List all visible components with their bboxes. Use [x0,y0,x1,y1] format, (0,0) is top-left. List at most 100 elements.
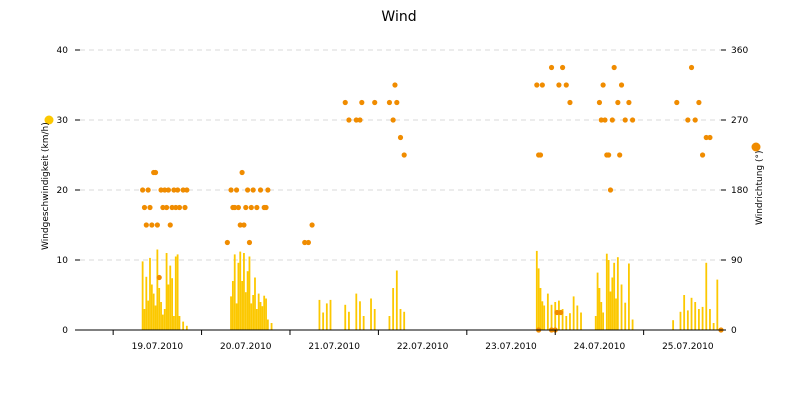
speed-bar [683,295,686,330]
direction-point [567,99,573,106]
direction-point [699,152,706,158]
speed-bar [266,319,269,330]
speed-bar [149,257,151,330]
speed-bar [686,310,689,330]
speed-bar [325,303,328,330]
x-tick-label: 19.07.2010 [132,342,184,352]
direction-point [390,117,396,123]
direction-point [152,169,159,176]
direction-point [386,99,393,106]
speed-bar [541,301,544,330]
direction-point [182,204,188,211]
direction-point [248,204,254,211]
speed-bar [171,278,173,330]
direction-point [626,99,632,106]
speed-bar [160,302,162,330]
direction-point [309,222,315,228]
direction-point [232,204,238,211]
speed-bar [580,312,582,330]
direction-point [629,117,636,123]
speed-bar [265,298,267,330]
direction-point [394,99,400,106]
speed-bar [537,268,540,330]
direction-point [140,187,146,193]
y-left-axis-label: Windgeschwindigkeit (km/h) [41,122,51,250]
direction-point [245,187,251,193]
direction-point [611,64,617,71]
direction-point [237,222,243,228]
speed-bar [598,288,601,330]
speed-bar [163,309,166,330]
direction-point [534,82,540,88]
speed-bar [565,316,568,330]
speed-bar [322,312,325,330]
direction-point [235,204,242,211]
speed-bar [546,293,549,330]
direction-point [145,187,151,193]
speed-bar [600,302,603,330]
speed-bar [607,260,610,330]
speed-bar [252,295,255,330]
speed-bar [261,306,264,330]
speed-bar [158,288,161,330]
direction-point [548,64,555,71]
direction-point [243,204,249,211]
speed-bar [569,313,571,330]
direction-point [607,187,614,193]
speed-bar [615,298,617,330]
direction-point [559,64,566,71]
speed-bar [388,316,391,330]
speed-bar [318,299,321,330]
speed-bar [631,319,634,330]
speed-bars [141,249,719,330]
speed-bar [594,316,597,330]
speed-bar [716,279,719,330]
direction-point [156,274,162,281]
direction-point [696,99,702,106]
direction-point [184,187,190,193]
direction-point [141,204,148,211]
speed-bar [572,296,575,330]
speed-bar [248,256,251,330]
speed-bar [259,302,262,330]
direction-point [143,222,149,228]
speed-bar [539,288,542,330]
y-left-tick-label: 10 [57,256,69,266]
speed-bar [355,293,358,330]
direction-point [346,117,352,123]
direction-point [617,152,623,158]
speed-bar [176,254,179,330]
speed-bar [239,251,242,330]
speed-bar [596,272,599,330]
speed-bar [250,303,253,330]
y-right-ticks: 0 90 180 270 360 [721,46,748,336]
speed-bar [576,305,579,330]
direction-point [618,82,625,88]
y-right-tick-label: 180 [731,186,748,196]
direction-point [305,239,312,246]
direction-point [149,222,155,228]
speed-bar [535,250,538,330]
direction-point [703,134,709,141]
speed-bar [254,277,256,330]
speed-bar [611,277,614,330]
speed-bar [246,271,249,330]
speed-bar [241,281,243,330]
speed-bar [344,304,347,330]
direction-point [241,222,247,228]
speed-bar [359,301,361,330]
y-left-tick-label: 0 [62,326,68,336]
direction-point [596,99,603,106]
speed-bar [701,306,704,330]
legend-marker-direction [751,142,761,152]
speed-bar [395,270,398,330]
direction-point [707,134,713,141]
gridlines [80,49,721,261]
speed-bar [178,316,181,330]
direction-point [401,152,407,158]
speed-bar [156,249,159,330]
direction-point [165,187,172,193]
speed-bar [270,323,273,330]
direction-point [167,222,173,228]
